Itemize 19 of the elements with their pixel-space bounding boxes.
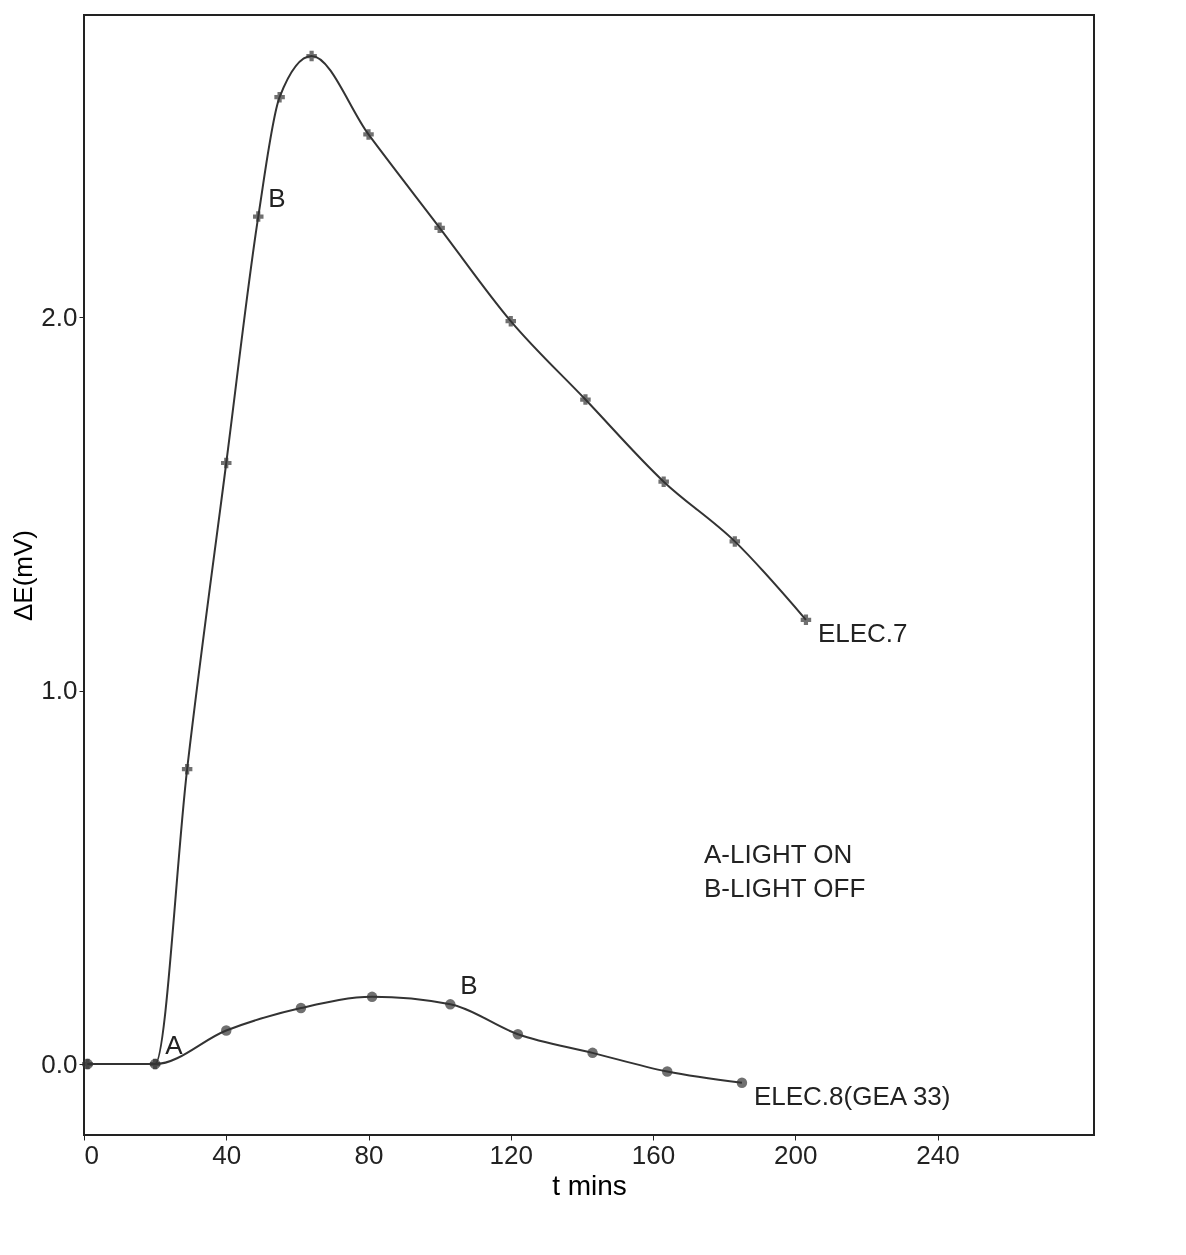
x-tick-label: 200 (774, 1139, 818, 1170)
x-tick-label: 0 (84, 1139, 99, 1170)
x-tick-label: 240 (916, 1139, 960, 1170)
x-tick-label: 80 (354, 1139, 384, 1170)
annotation: B-LIGHT OFF (704, 873, 866, 903)
y-tick-label: 1.0 (41, 675, 78, 706)
x-axis-title: t mins (552, 1169, 627, 1201)
x-tick-label: 120 (489, 1139, 533, 1170)
annotation: A-LIGHT ON (704, 839, 853, 869)
series-label: ELEC.7 (817, 617, 908, 648)
y-tick-label: 0.0 (41, 1048, 78, 1079)
y-axis-title: ΔE(mV) (8, 529, 39, 622)
annotation: B (460, 970, 478, 1001)
y-tick-label: 2.0 (41, 301, 78, 332)
series-label: ELEC.8(GEA 33) (753, 1080, 951, 1111)
x-tick-label: 40 (212, 1139, 242, 1170)
x-tick-label: 160 (631, 1139, 676, 1170)
annotation: A (165, 1030, 184, 1061)
annotation: B (268, 182, 286, 213)
